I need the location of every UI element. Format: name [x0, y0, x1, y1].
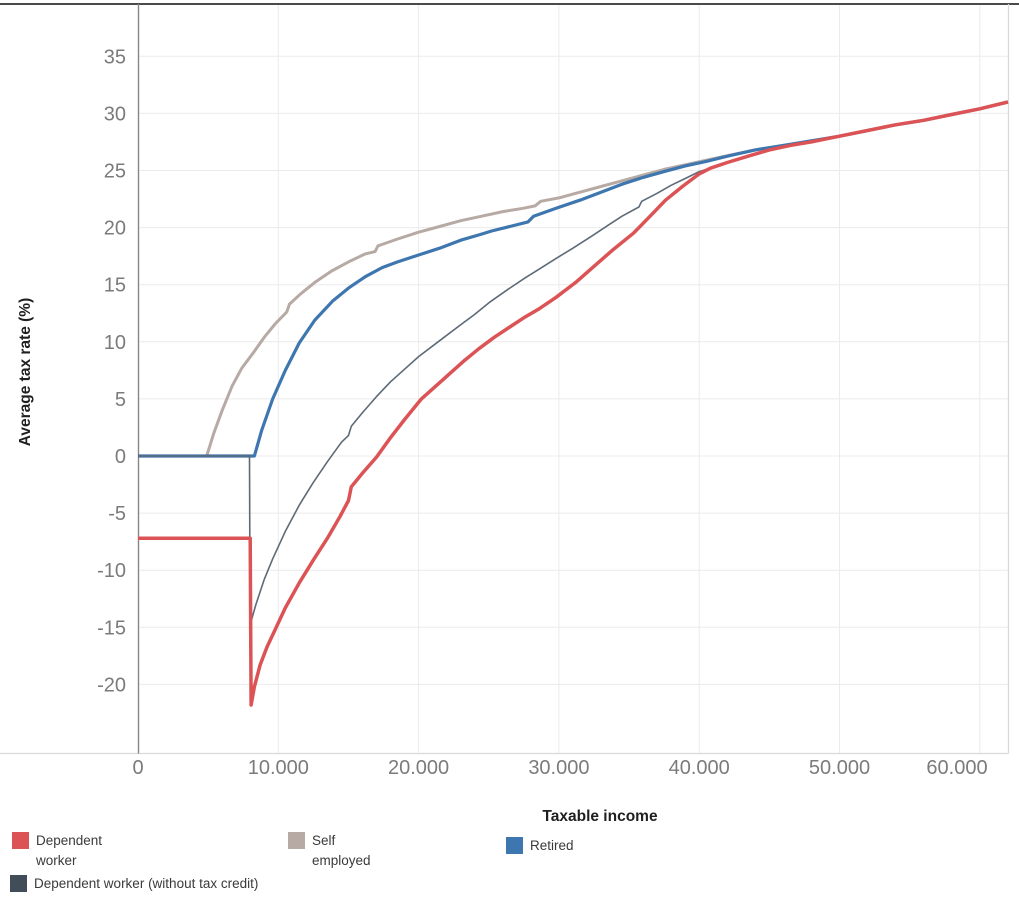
x-tick-label: 30.000	[528, 757, 589, 779]
x-tick-label: 0	[132, 757, 143, 779]
y-tick-label: -15	[97, 617, 126, 639]
legend-label-line: employed	[312, 853, 371, 868]
y-tick-label: 35	[104, 46, 126, 68]
ticks-layer: 35 30 25 20 15 10 5 0 -5 -10 -15 -20 0 10.000 20.000 30…	[97, 46, 987, 779]
y-tick-label: 10	[104, 332, 126, 354]
y-tick-label: 20	[104, 218, 126, 240]
y-axis-title: Average tax rate (%)	[17, 298, 34, 446]
legend-item-dependent-worker-no-credit: Dependent worker (without tax credit)	[10, 874, 258, 894]
legend-label: Retired	[530, 836, 574, 856]
y-tick-label: -20	[97, 674, 126, 696]
y-tick-label: 30	[104, 103, 126, 125]
legend-label-line: Dependent worker (without tax credit)	[34, 876, 259, 891]
x-tick-label: 40.000	[669, 757, 730, 779]
legend-label: Dependent worker (without tax credit)	[34, 874, 258, 894]
series-line-dependent-worker	[138, 100, 1009, 707]
y-tick-label: -10	[97, 560, 126, 582]
legend-label-line: Self	[312, 833, 336, 848]
legend-label: Self employed	[312, 831, 371, 871]
y-tick-label: 15	[104, 275, 126, 297]
gridlines-layer	[138, 5, 1009, 753]
legend-label-line: worker	[36, 853, 77, 868]
series-line-self-employed	[138, 100, 1009, 458]
legend-label-line: Retired	[530, 838, 574, 853]
series-line-retired	[138, 100, 1009, 458]
legend-item-retired: Retired	[506, 836, 574, 856]
y-tick-label: 25	[104, 161, 126, 183]
x-tick-label: 60.000	[926, 757, 987, 779]
curves-layer	[138, 100, 1009, 707]
legend-swatch-dependent-worker-no-credit	[10, 875, 27, 892]
y-tick-label: 5	[115, 389, 126, 411]
legend-label-line: Dependent	[36, 833, 103, 848]
legend-item-self-employed: Self employed	[288, 831, 371, 871]
x-axis-title: Taxable income	[542, 808, 658, 825]
legend-label: Dependent worker	[36, 831, 102, 871]
x-tick-label: 10.000	[248, 757, 309, 779]
legend-swatch-retired	[506, 837, 523, 854]
x-tick-label: 50.000	[809, 757, 870, 779]
legend-swatch-self-employed	[288, 832, 305, 849]
legend-item-dependent-worker: Dependent worker	[12, 831, 102, 871]
x-tick-label: 20.000	[388, 757, 449, 779]
legend-swatch-dependent-worker	[12, 832, 29, 849]
y-tick-label: 0	[115, 446, 126, 468]
y-tick-label: -5	[108, 503, 126, 525]
series-line-dependent-worker-no-credit	[138, 167, 711, 626]
